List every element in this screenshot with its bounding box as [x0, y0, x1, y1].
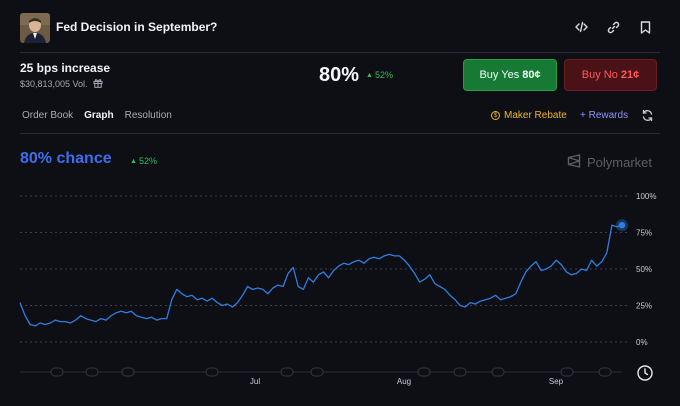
polymarket-brand: Polymarket: [567, 154, 652, 171]
brand-name: Polymarket: [587, 155, 653, 170]
x-tick-label: Jul: [250, 377, 260, 386]
x-axis-handle[interactable]: [50, 367, 64, 377]
tabs-divider: [20, 133, 660, 134]
outcome-name: 25 bps increase: [20, 61, 111, 75]
y-tick-label: 25%: [636, 302, 652, 311]
y-tick-label: 0%: [636, 338, 648, 347]
buy-no-label: Buy No: [581, 69, 618, 81]
market-title: Fed Decision in September?: [56, 20, 218, 34]
tab-bar: Order Book Graph Resolution: [22, 110, 172, 121]
probability-change-text: 52%: [374, 70, 393, 80]
chance-change-text: 52%: [138, 156, 157, 166]
outcome-probability: 80%: [319, 64, 360, 86]
y-tick-label: 75%: [636, 229, 652, 238]
refresh-icon[interactable]: [641, 109, 654, 122]
x-axis-handle[interactable]: [491, 367, 505, 377]
buy-yes-button[interactable]: Buy Yes 80¢: [463, 59, 557, 91]
maker-rebate-link[interactable]: $ Maker Rebate: [491, 110, 567, 121]
x-axis-handle[interactable]: [310, 367, 324, 377]
x-tick-label: Sep: [549, 377, 564, 386]
rewards-link[interactable]: + Rewards: [580, 110, 629, 121]
chance-label: 80% chance: [20, 150, 112, 167]
time-range-clock-icon[interactable]: [636, 364, 654, 382]
x-axis-handle[interactable]: [205, 367, 219, 377]
y-tick-label: 100%: [636, 192, 656, 201]
tab-graph[interactable]: Graph: [84, 110, 114, 121]
coin-icon: $: [491, 111, 500, 120]
up-triangle-icon: ▲: [130, 157, 137, 165]
embed-code-icon[interactable]: [572, 18, 590, 36]
y-tick-label: 50%: [636, 265, 652, 274]
price-chart-svg: 100% 75% 50% 25% 0% Jul Aug Sep: [19, 192, 656, 386]
volume: $30,813,005 Vol.: [20, 78, 103, 90]
header-actions: [572, 18, 654, 36]
header-divider: [20, 52, 660, 53]
volume-text: $30,813,005 Vol.: [20, 79, 88, 89]
x-axis-handle[interactable]: [560, 367, 574, 377]
up-triangle-icon: ▲: [366, 71, 373, 79]
tab-order-book[interactable]: Order Book: [22, 110, 74, 121]
x-axis-handle[interactable]: [598, 367, 612, 377]
link-icon[interactable]: [604, 18, 622, 36]
buy-yes-price: 80¢: [522, 69, 541, 81]
tab-resolution[interactable]: Resolution: [124, 110, 172, 121]
x-tick-label: Aug: [397, 377, 411, 386]
buy-yes-label: Buy Yes: [479, 69, 520, 81]
market-avatar: [20, 13, 50, 43]
x-axis-handle[interactable]: [121, 367, 135, 377]
current-point: [618, 222, 626, 229]
chance-change: ▲ 52%: [130, 156, 157, 166]
series-line: [19, 224, 623, 327]
x-axis-handle[interactable]: [280, 367, 294, 377]
buy-no-price: 21¢: [620, 69, 640, 81]
polymarket-logo-icon: [567, 154, 581, 171]
gift-icon: [93, 78, 103, 90]
maker-rebate-label: Maker Rebate: [504, 110, 567, 121]
bookmark-icon[interactable]: [636, 18, 654, 36]
x-axis-handle[interactable]: [417, 367, 431, 377]
price-chart[interactable]: 100% 75% 50% 25% 0% Jul Aug Sep: [0, 180, 680, 401]
buy-no-button[interactable]: Buy No 21¢: [564, 59, 657, 91]
x-axis-handle[interactable]: [453, 367, 467, 377]
probability-change: ▲ 52%: [366, 70, 393, 80]
x-axis-handle[interactable]: [85, 367, 99, 377]
